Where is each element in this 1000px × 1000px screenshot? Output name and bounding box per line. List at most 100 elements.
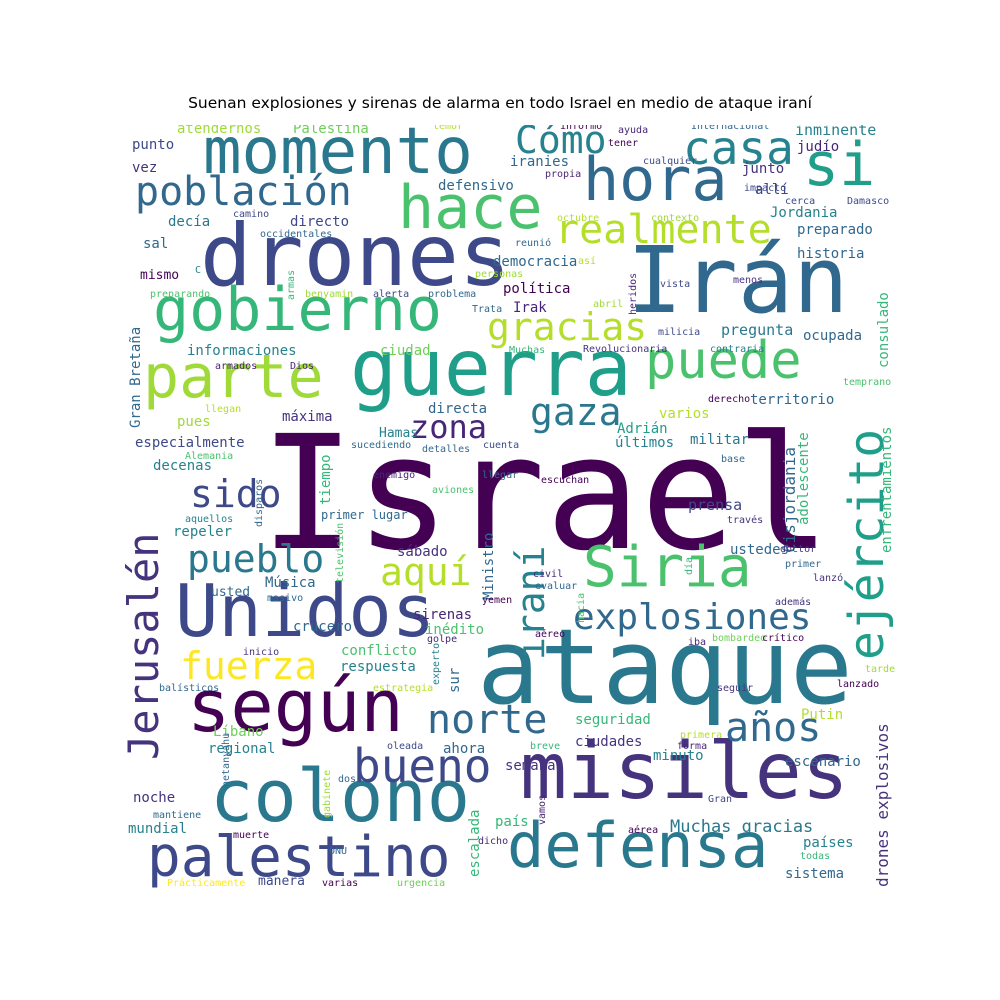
word-primer: primer (785, 559, 822, 570)
word-c: C (195, 265, 202, 276)
word-hace: hace (398, 173, 543, 243)
word-manera: manera (258, 874, 305, 889)
word-adrian: Adrián (617, 421, 668, 437)
word-guerra: guerra (350, 324, 632, 414)
word-inminente: inminente (795, 125, 877, 139)
word-como: Cómo (515, 125, 607, 162)
word-preparando: preparando (150, 289, 211, 300)
word-dos: dos (338, 774, 357, 785)
word-israel: Israel (260, 402, 831, 586)
word-gaza: gaza (530, 390, 622, 434)
word-asi: así (578, 256, 597, 267)
word-escuchan: escuchan (541, 475, 590, 486)
word-gabinete: gabinete (322, 769, 333, 818)
word-mismo: mismo (140, 268, 180, 283)
word-yemen: yemen (482, 595, 513, 606)
word-llegan: llegan (205, 404, 242, 415)
word-noche: noche (133, 790, 176, 806)
word-aqui: aquí (380, 550, 472, 594)
word-musica: Música (265, 575, 316, 591)
word-disparos: disparos (254, 478, 265, 527)
word-regional: regional (208, 741, 276, 757)
word-directa: directa (428, 401, 488, 417)
word-politica: política (503, 281, 571, 297)
word-derecho: derecho (708, 394, 751, 405)
word-muchas-gracias: Muchas gracias (670, 817, 814, 837)
word-explosiones: explosiones (573, 597, 812, 638)
word-tarde: tarde (865, 664, 895, 675)
word-palestina: Palestina (293, 125, 369, 137)
word-propia: propia (545, 169, 582, 180)
word-trata: Trata (472, 304, 503, 315)
word-doctor: doctor (780, 544, 817, 555)
word-hora: hora (583, 145, 728, 215)
word-irak: Irak (513, 300, 547, 316)
word-bombardeo: bombardeo (712, 633, 767, 644)
word-camino: camino (233, 209, 270, 220)
word-armados: armados (215, 361, 258, 372)
word-judio: judío (797, 139, 840, 155)
word-crucero: crucero (293, 619, 353, 635)
word-golpe: golpe (427, 634, 458, 645)
word-aerea: aérea (628, 825, 659, 836)
word-inicio: inicio (243, 647, 280, 658)
word-octubre: octubre (557, 213, 600, 224)
word-ustedes: ustedes (730, 542, 790, 558)
word-drones-explosivos: drones explosivos (873, 723, 892, 887)
word-segun: según (187, 664, 404, 748)
word-punto: punto (132, 137, 175, 153)
word-fuerza: fuerza (180, 644, 318, 688)
word-preparado: preparado (797, 222, 873, 238)
word-civil: civil (533, 569, 564, 580)
word-menos: menos (733, 275, 764, 286)
word-unidos: Unidos (175, 569, 436, 653)
word-territorio: territorio (750, 392, 835, 408)
word-ataque: ataque (477, 606, 853, 728)
word-pues: pues (177, 414, 211, 430)
word-llegar: llegar (482, 470, 519, 481)
word-temprano: temprano (843, 377, 892, 388)
word-primer-lugar: primer lugar (321, 508, 408, 522)
word-sur: sur (447, 667, 463, 693)
word-repeler: repeler (173, 524, 233, 540)
word-dicho: dicho (478, 836, 509, 847)
word-si: si (803, 130, 876, 200)
word-norte: norte (427, 697, 548, 743)
word-seguir: seguir (717, 683, 754, 694)
word-practicamente: Prácticamente (167, 878, 246, 889)
word-jordania: Jordania (770, 205, 838, 221)
word-parte: parte (143, 342, 324, 412)
word-palestino: palestino (147, 825, 451, 890)
word-ayuda: ayuda (618, 125, 649, 136)
word-primera: primera (680, 730, 723, 741)
word-adolescente: adolescente (796, 432, 812, 525)
word-siria: Siria (583, 535, 752, 600)
word-historia: historia (797, 246, 865, 262)
word-benyamin: benyamin (305, 289, 354, 300)
word-tener: tener (608, 138, 639, 149)
word-irani: iraní (509, 545, 553, 660)
word-decenas: decenas (153, 458, 213, 474)
word-dia: día (684, 556, 695, 575)
word-escenario: escenario (785, 754, 861, 770)
word-aquellos: aquellos (185, 514, 234, 525)
word-libano: Líbano (213, 724, 264, 740)
word-problema: problema (428, 289, 477, 300)
word-atendernos: atendernos (177, 125, 262, 137)
word-reunio: reunió (515, 238, 552, 249)
word-defensa: defensa (507, 809, 769, 882)
word-sucediendo: sucediendo (351, 440, 412, 451)
word-maxima: máxima (282, 409, 333, 425)
word-pregunta: pregunta (721, 321, 794, 339)
word-occidentales: occidentales (260, 229, 333, 240)
word-sistema: sistema (785, 866, 845, 882)
word-balisticos: balísticos (159, 683, 220, 694)
word-tiempo: tiempo (318, 454, 334, 505)
word-revolucionaria: Revolucionaria (583, 344, 668, 355)
word-cerca: cerca (785, 196, 816, 207)
word-sido: sido (190, 472, 282, 516)
word-impacto: impacto (744, 183, 787, 194)
word-sal: sal (143, 236, 169, 252)
word-paises: países (803, 835, 854, 851)
word-sirenas: sirenas (413, 607, 473, 623)
